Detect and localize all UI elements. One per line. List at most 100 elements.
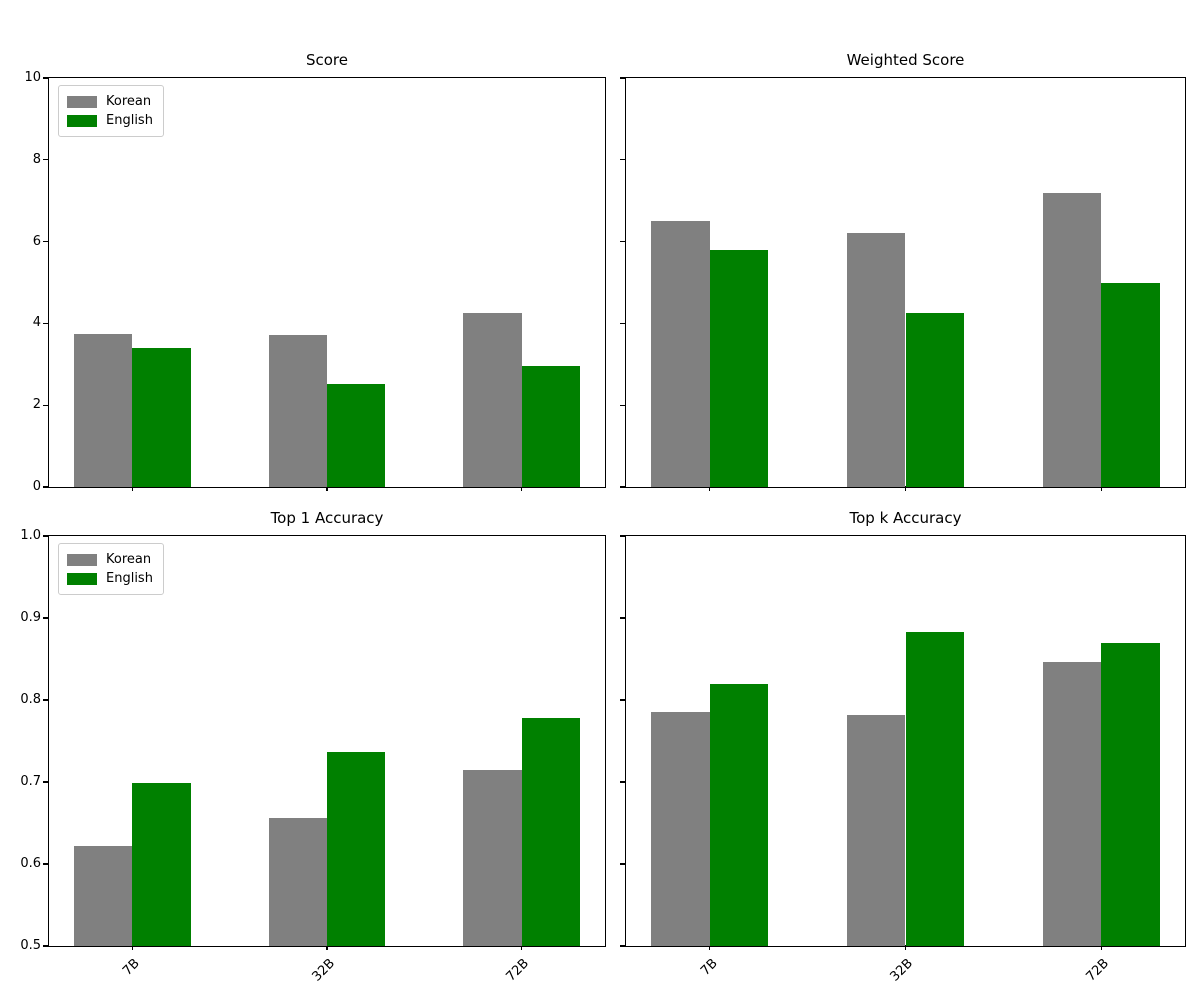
y-tick-label: 8 [32,151,41,167]
legend-swatch-english [67,572,97,585]
chart-title-weighted-score: Weighted Score [846,51,965,69]
legend-swatch-korean [67,95,97,108]
chart-title-topk-accuracy: Top k Accuracy [849,509,962,527]
y-tick-mark [620,617,625,619]
y-tick-mark [620,404,625,406]
x-tick-label: 7B [120,956,144,979]
x-tick-label: 72B [1083,956,1112,985]
y-tick-label: 0.7 [20,774,41,789]
x-tick-label: 7B [697,956,721,979]
y-tick-label: 0.5 [20,938,41,953]
bar-korean-7b [74,845,133,946]
y-tick-mark [43,535,48,537]
y-tick-label: 1.0 [20,528,41,543]
legend-swatch-english [67,114,97,127]
legend-entry-korean: Korean [67,92,153,111]
y-tick-mark [620,699,625,701]
y-tick-mark [43,781,48,783]
bar-english-7b [132,347,191,487]
legend: Korean English [58,543,164,595]
x-tick-mark [521,486,523,491]
bar-korean-7b [651,712,710,946]
legend-label-english: English [106,570,153,586]
chart-title-top1-accuracy: Top 1 Accuracy [270,509,384,527]
bar-korean-32b [268,818,327,946]
legend-label-korean: Korean [106,551,152,567]
y-tick-mark [43,699,48,701]
y-tick-mark [43,945,48,947]
legend-swatch-korean [67,553,97,566]
bar-english-32b [327,383,386,487]
bar-korean-72b [463,769,522,946]
legend-label-korean: Korean [106,93,152,109]
legend-entry-korean: Korean [67,550,153,569]
bar-korean-32b [846,233,906,487]
y-tick-mark [43,159,48,161]
chart-title-score: Score [305,51,348,69]
y-tick-label: 0.9 [20,610,41,625]
bar-english-32b [327,751,386,946]
y-tick-mark [43,863,48,865]
legend-entry-english: English [67,569,153,588]
plot-area-top1-accuracy: 0.5 0.6 0.7 0.8 0.9 1.0 7B 32B 72B Korean English [20,528,606,985]
legend: Korean English [58,85,164,137]
plot-area-topk-accuracy: 7B 32B 72B [620,535,1186,985]
bar-korean-72b [1042,662,1102,946]
bar-english-72b [1101,282,1160,487]
y-tick-mark [43,486,48,488]
y-tick-label: 4 [32,315,41,331]
y-tick-label: 2 [32,397,41,413]
x-tick-mark [904,486,907,491]
bar-english-72b [521,718,580,946]
y-tick-label: 6 [32,233,41,249]
plot-area-weighted-score [620,77,1186,491]
x-tick-label: 32B [308,956,338,985]
bar-korean-7b [651,221,710,487]
legend-label-english: English [106,112,153,128]
bar-korean-72b [1042,192,1102,487]
y-tick-label: 10 [24,70,41,85]
y-tick-mark [620,77,625,79]
y-tick-mark [620,322,625,324]
legend-entry-english: English [67,111,153,130]
y-tick-label: 0.8 [20,692,41,707]
x-tick-mark [709,486,711,491]
x-tick-mark [521,945,523,950]
x-tick-label: 72B [503,956,533,985]
bar-english-32b [905,631,965,946]
x-tick-mark [326,486,328,491]
y-tick-mark [620,945,625,947]
bar-korean-32b [846,714,906,946]
y-tick-mark [43,617,48,619]
x-tick-mark [131,945,133,950]
y-tick-mark [43,404,48,406]
x-tick-label: 32B [887,956,917,985]
y-tick-label: 0.6 [20,856,41,871]
bar-english-7b [709,683,769,946]
y-tick-label: 0 [32,479,41,494]
bar-korean-7b [74,334,133,487]
y-tick-mark [620,486,625,488]
y-tick-mark [43,322,48,324]
y-tick-mark [620,535,625,537]
y-tick-mark [620,781,625,783]
bar-english-7b [709,249,769,487]
x-tick-mark [1100,486,1102,491]
bar-english-72b [1101,642,1160,946]
y-tick-mark [43,77,48,79]
plot-area-score: 0 2 4 6 8 10 Korean English [24,70,606,494]
bar-english-72b [521,365,580,487]
x-tick-mark [1100,945,1102,950]
y-tick-mark [620,241,625,243]
bar-english-32b [905,313,965,487]
y-tick-mark [620,863,625,865]
x-tick-mark [131,486,133,491]
x-tick-mark [709,945,711,950]
x-tick-mark [904,945,907,950]
x-tick-mark [326,945,328,950]
y-tick-mark [620,159,625,161]
bar-korean-72b [463,312,522,487]
bar-english-7b [132,782,191,946]
y-tick-mark [43,241,48,243]
